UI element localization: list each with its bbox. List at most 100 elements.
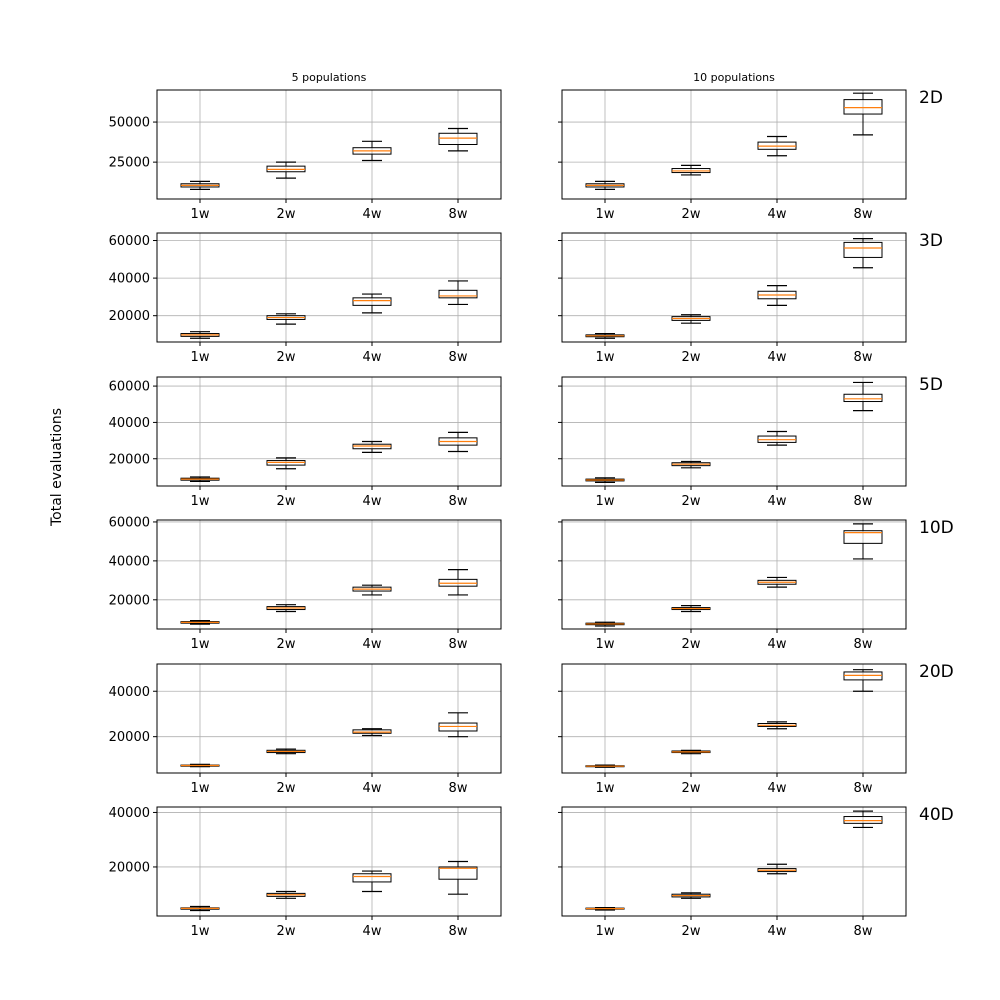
y-tick-label: 40000 [109, 685, 150, 700]
x-tick-label: 2w [277, 207, 296, 222]
box-8w [843, 241, 883, 258]
x-tick-label: 2w [277, 924, 296, 939]
panel-3D-10pop: 1w 2w 4w 8w 3D [558, 231, 943, 365]
y-tick-label: 60000 [109, 515, 150, 530]
row-label-20D: 20D [919, 662, 954, 682]
column-title-5-populations: 5 populations [292, 71, 367, 84]
y-tick-label: 20000 [109, 730, 150, 745]
box-8w [843, 530, 883, 544]
panel-10D-5pop: 20000 40000 60000 1w 2w 4w 8w [109, 515, 502, 652]
x-tick-label: 4w [768, 637, 787, 652]
y-tick-label: 20000 [109, 452, 150, 467]
panel-5D-10pop: 1w 2w 4w 8w 5D [558, 375, 943, 509]
panel-frame [156, 663, 502, 774]
row-label-10D: 10D [919, 518, 954, 538]
x-tick-label: 2w [682, 637, 701, 652]
x-tick-label: 4w [768, 207, 787, 222]
panel-2D-10pop: 1w 2w 4w 8w 2D [558, 88, 943, 222]
x-tick-label: 1w [191, 781, 210, 796]
x-tick-label: 2w [682, 781, 701, 796]
x-tick-label: 1w [596, 207, 615, 222]
row-label-2D: 2D [919, 88, 943, 108]
x-tick-label: 4w [363, 494, 382, 509]
x-tick-label: 1w [191, 207, 210, 222]
panel-20D-5pop: 20000 40000 1w 2w 4w 8w [109, 663, 502, 796]
y-tick-label: 20000 [109, 860, 150, 875]
row-label-40D: 40D [919, 805, 954, 825]
x-tick-label: 1w [191, 924, 210, 939]
x-tick-label: 2w [682, 494, 701, 509]
x-tick-label: 4w [363, 924, 382, 939]
panels: 25000 50000 1w 2w 4w 8w 1w 2w 4w 8w 2D 20000 40000 60… [109, 88, 954, 939]
x-tick-label: 1w [596, 350, 615, 365]
x-tick-label: 4w [363, 207, 382, 222]
column-title-10-populations: 10 populations [693, 71, 775, 84]
box-8w [843, 393, 883, 403]
x-tick-label: 2w [277, 350, 296, 365]
x-tick-label: 1w [191, 350, 210, 365]
x-tick-label: 8w [449, 494, 468, 509]
y-tick-label: 40000 [109, 806, 150, 821]
row-label-5D: 5D [919, 375, 943, 395]
x-tick-label: 2w [682, 924, 701, 939]
x-tick-label: 8w [449, 350, 468, 365]
panel-frame [156, 806, 502, 917]
y-tick-label: 60000 [109, 234, 150, 249]
x-tick-label: 4w [363, 781, 382, 796]
panel-frame [561, 663, 907, 774]
x-tick-label: 8w [854, 781, 873, 796]
x-tick-label: 2w [277, 781, 296, 796]
panel-frame [561, 376, 907, 487]
x-tick-label: 2w [682, 207, 701, 222]
x-tick-label: 8w [854, 924, 873, 939]
x-tick-label: 1w [191, 637, 210, 652]
x-tick-label: 8w [854, 207, 873, 222]
panel-40D-10pop: 1w 2w 4w 8w 40D [558, 805, 954, 939]
box-4w [352, 873, 392, 883]
panel-40D-5pop: 20000 40000 1w 2w 4w 8w [109, 806, 502, 939]
x-tick-label: 1w [596, 924, 615, 939]
x-tick-label: 8w [449, 924, 468, 939]
panel-5D-5pop: 20000 40000 60000 1w 2w 4w 8w [109, 376, 502, 509]
x-tick-label: 1w [596, 494, 615, 509]
x-tick-label: 2w [277, 637, 296, 652]
box-8w [438, 866, 478, 880]
x-tick-label: 8w [449, 637, 468, 652]
box-8w [438, 132, 478, 146]
x-tick-label: 8w [449, 207, 468, 222]
panel-frame [156, 376, 502, 487]
panel-frame [561, 519, 907, 630]
panel-frame [156, 89, 502, 200]
y-tick-label: 20000 [109, 309, 150, 324]
x-tick-label: 4w [768, 781, 787, 796]
x-tick-label: 8w [854, 637, 873, 652]
y-tick-label: 40000 [109, 554, 150, 569]
x-tick-label: 8w [449, 781, 468, 796]
box-8w [843, 99, 883, 115]
panel-frame [561, 806, 907, 917]
panel-frame [561, 232, 907, 343]
x-tick-label: 4w [768, 924, 787, 939]
x-tick-label: 4w [768, 494, 787, 509]
y-tick-label: 25000 [109, 156, 150, 171]
x-tick-label: 1w [596, 637, 615, 652]
y-axis-label: Total evaluations [49, 408, 65, 527]
panel-frame [156, 519, 502, 630]
x-tick-label: 1w [191, 494, 210, 509]
x-tick-label: 2w [277, 494, 296, 509]
x-tick-label: 2w [682, 350, 701, 365]
panel-2D-5pop: 25000 50000 1w 2w 4w 8w [109, 89, 502, 222]
box-4w [352, 297, 392, 306]
row-label-3D: 3D [919, 231, 943, 251]
x-tick-label: 4w [768, 350, 787, 365]
panel-frame [156, 232, 502, 343]
x-tick-label: 4w [363, 350, 382, 365]
panel-10D-10pop: 1w 2w 4w 8w 10D [558, 518, 954, 652]
x-tick-label: 1w [596, 781, 615, 796]
x-tick-label: 8w [854, 350, 873, 365]
box-8w [438, 289, 478, 299]
y-tick-label: 40000 [109, 272, 150, 287]
x-tick-label: 8w [854, 494, 873, 509]
y-tick-label: 50000 [109, 116, 150, 131]
